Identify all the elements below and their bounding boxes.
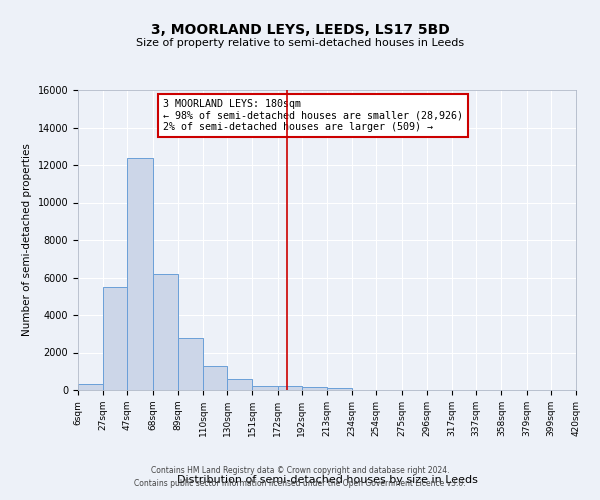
- Y-axis label: Number of semi-detached properties: Number of semi-detached properties: [22, 144, 32, 336]
- Bar: [253, 386, 278, 390]
- Bar: [103, 287, 127, 390]
- Bar: [127, 158, 152, 390]
- Text: 3, MOORLAND LEYS, LEEDS, LS17 5BD: 3, MOORLAND LEYS, LEEDS, LS17 5BD: [151, 22, 449, 36]
- Text: Size of property relative to semi-detached houses in Leeds: Size of property relative to semi-detach…: [136, 38, 464, 48]
- Bar: [278, 386, 302, 390]
- Bar: [78, 384, 103, 390]
- Text: 3 MOORLAND LEYS: 180sqm
← 98% of semi-detached houses are smaller (28,926)
2% of: 3 MOORLAND LEYS: 180sqm ← 98% of semi-de…: [163, 99, 463, 132]
- Bar: [302, 387, 327, 390]
- X-axis label: Distribution of semi-detached houses by size in Leeds: Distribution of semi-detached houses by …: [176, 475, 478, 485]
- Bar: [178, 338, 203, 390]
- Text: Contains HM Land Registry data © Crown copyright and database right 2024.
Contai: Contains HM Land Registry data © Crown c…: [134, 466, 466, 487]
- Bar: [327, 388, 352, 390]
- Bar: [203, 366, 227, 390]
- Bar: [227, 379, 253, 390]
- Bar: [152, 274, 178, 390]
